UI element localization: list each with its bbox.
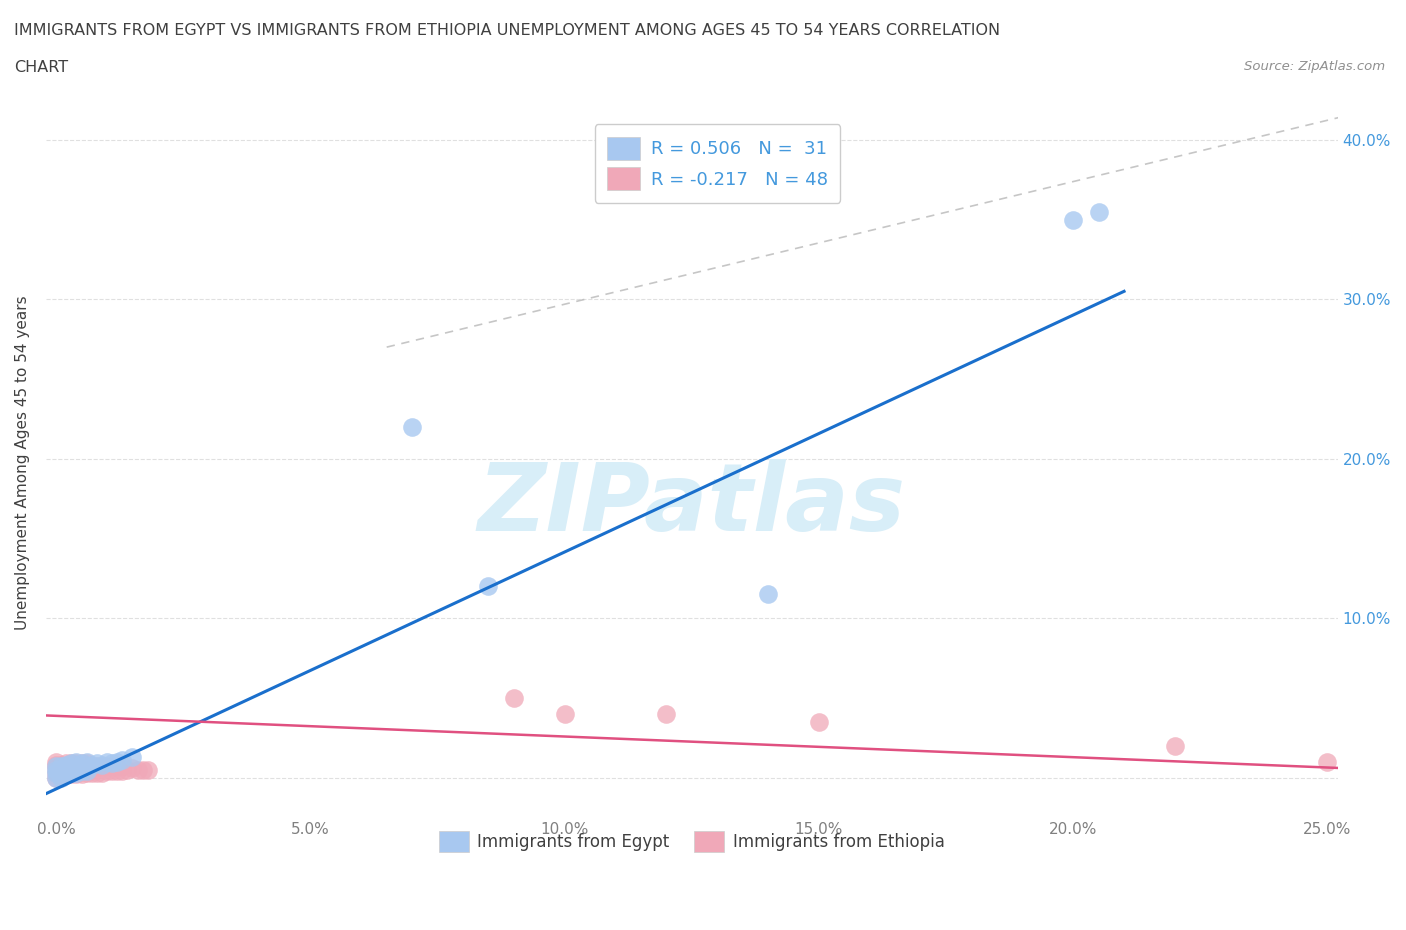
Text: CHART: CHART	[14, 60, 67, 75]
Point	[60, 767, 83, 782]
Point	[756, 587, 779, 602]
Point	[96, 754, 118, 769]
Point	[51, 764, 73, 778]
Point	[127, 763, 149, 777]
Point	[70, 756, 93, 771]
Point	[70, 756, 93, 771]
Point	[76, 761, 98, 776]
Point	[136, 763, 159, 777]
Point	[51, 757, 73, 772]
Point	[60, 765, 83, 780]
Point	[80, 765, 103, 780]
Point	[60, 756, 83, 771]
Point	[86, 756, 108, 771]
Point	[807, 714, 830, 729]
Point	[1087, 205, 1109, 219]
Point	[554, 707, 576, 722]
Point	[65, 763, 87, 777]
Point	[70, 761, 93, 776]
Point	[76, 754, 98, 769]
Point	[86, 765, 108, 780]
Point	[55, 756, 77, 771]
Point	[1164, 738, 1187, 753]
Point	[105, 764, 128, 778]
Point	[55, 767, 77, 782]
Point	[70, 764, 93, 778]
Point	[101, 756, 124, 771]
Legend: Immigrants from Egypt, Immigrants from Ethiopia: Immigrants from Egypt, Immigrants from E…	[432, 824, 952, 858]
Point	[86, 759, 108, 774]
Point	[51, 759, 73, 774]
Text: IMMIGRANTS FROM EGYPT VS IMMIGRANTS FROM ETHIOPIA UNEMPLOYMENT AMONG AGES 45 TO : IMMIGRANTS FROM EGYPT VS IMMIGRANTS FROM…	[14, 23, 1000, 38]
Point	[76, 765, 98, 780]
Point	[121, 750, 143, 764]
Point	[76, 764, 98, 778]
Point	[45, 770, 67, 785]
Point	[51, 770, 73, 785]
Point	[55, 763, 77, 777]
Point	[105, 754, 128, 769]
Point	[70, 767, 93, 782]
Point	[502, 690, 524, 705]
Point	[76, 756, 98, 771]
Point	[477, 578, 499, 593]
Point	[1062, 212, 1084, 227]
Point	[131, 763, 153, 777]
Point	[55, 767, 77, 782]
Point	[65, 756, 87, 771]
Point	[45, 763, 67, 777]
Point	[65, 765, 87, 780]
Text: ZIPatlas: ZIPatlas	[478, 459, 905, 551]
Point	[45, 765, 67, 780]
Point	[80, 759, 103, 774]
Point	[55, 757, 77, 772]
Point	[90, 759, 112, 774]
Point	[45, 757, 67, 772]
Point	[45, 765, 67, 780]
Y-axis label: Unemployment Among Ages 45 to 54 years: Unemployment Among Ages 45 to 54 years	[15, 296, 30, 630]
Point	[111, 759, 134, 774]
Point	[60, 761, 83, 776]
Point	[121, 761, 143, 776]
Point	[80, 757, 103, 772]
Point	[101, 759, 124, 774]
Point	[401, 419, 423, 434]
Point	[1316, 754, 1339, 769]
Point	[105, 759, 128, 774]
Point	[96, 764, 118, 778]
Point	[65, 767, 87, 782]
Point	[51, 764, 73, 778]
Text: Source: ZipAtlas.com: Source: ZipAtlas.com	[1244, 60, 1385, 73]
Point	[90, 765, 112, 780]
Point	[101, 764, 124, 778]
Point	[55, 761, 77, 776]
Point	[90, 757, 112, 772]
Point	[65, 754, 87, 769]
Point	[111, 752, 134, 767]
Point	[45, 754, 67, 769]
Point	[96, 759, 118, 774]
Point	[111, 764, 134, 778]
Point	[45, 761, 67, 776]
Point	[51, 768, 73, 783]
Point	[655, 707, 678, 722]
Point	[117, 763, 139, 777]
Point	[45, 770, 67, 785]
Point	[45, 759, 67, 774]
Point	[60, 756, 83, 771]
